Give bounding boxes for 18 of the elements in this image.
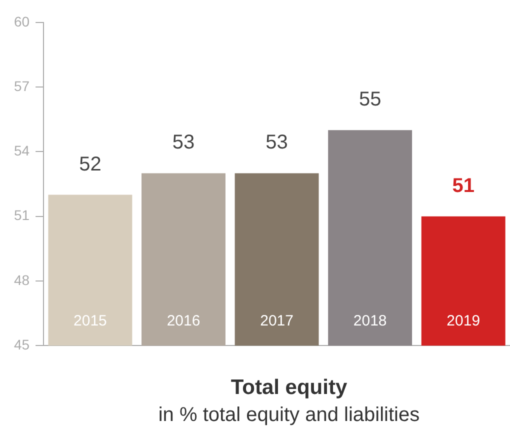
y-tick-label: 57 xyxy=(14,78,30,94)
y-tick-label: 54 xyxy=(14,142,30,159)
y-tick-label: 48 xyxy=(14,272,30,288)
x-tick-label: 2019 xyxy=(446,312,480,330)
data-label: 53 xyxy=(266,132,288,154)
x-tick-label: 2018 xyxy=(353,312,387,330)
y-tick-label: 45 xyxy=(14,336,30,352)
data-label: 53 xyxy=(172,132,195,154)
x-tick-label: 2016 xyxy=(166,312,200,330)
data-label: 52 xyxy=(79,153,102,176)
x-tick-label: 2017 xyxy=(260,312,294,330)
y-tick-label: 51 xyxy=(14,207,30,224)
text: Total equity xyxy=(230,376,348,400)
y-tick-label: 60 xyxy=(14,13,30,30)
text: in % total equity and liabilities xyxy=(157,404,421,427)
data-label: 51 xyxy=(452,174,474,197)
x-tick-label: 2015 xyxy=(74,312,107,330)
data-label: 55 xyxy=(358,88,382,111)
